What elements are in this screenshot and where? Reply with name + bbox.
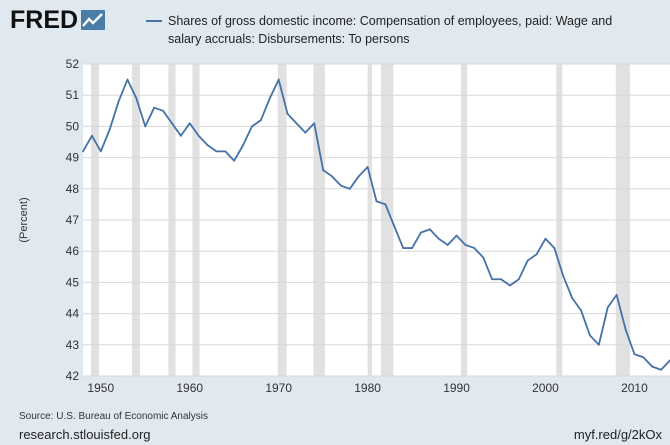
y-tick-label: 43	[66, 338, 80, 352]
data-point	[517, 278, 520, 281]
data-point	[99, 150, 102, 153]
data-point	[633, 353, 636, 356]
data-point	[651, 365, 654, 368]
data-point	[153, 106, 156, 109]
x-tick-label: 1960	[176, 381, 203, 395]
data-point	[580, 309, 582, 312]
y-tick-label: 51	[66, 88, 80, 102]
data-point	[420, 231, 422, 234]
data-point	[411, 247, 413, 249]
data-point	[473, 247, 476, 249]
data-point	[277, 78, 280, 81]
data-point	[188, 122, 191, 125]
data-point	[135, 97, 138, 100]
data-point	[660, 368, 663, 371]
legend-swatch	[146, 20, 162, 22]
data-point	[322, 169, 325, 171]
data-point	[206, 144, 209, 147]
data-point	[286, 113, 289, 115]
gridlines	[83, 63, 670, 377]
data-point	[162, 109, 164, 112]
data-point	[571, 297, 574, 299]
y-axis-tick-labels: 42 43 44 45 46 47 48 49 50 51 52	[66, 57, 80, 383]
data-point	[509, 284, 511, 287]
data-point	[375, 200, 378, 203]
data-point	[393, 225, 396, 228]
data-point	[331, 175, 333, 178]
data-point	[535, 253, 538, 256]
research-url-link[interactable]: research.stlouisfed.org	[19, 427, 151, 442]
data-point	[482, 256, 485, 259]
data-point	[126, 78, 129, 81]
x-tick-label: 1990	[443, 381, 470, 395]
data-point	[491, 278, 494, 281]
series-layer	[82, 78, 670, 371]
data-point	[500, 278, 502, 281]
data-point	[428, 228, 431, 231]
data-point	[589, 334, 591, 337]
data-point	[402, 247, 405, 249]
data-point	[437, 237, 440, 240]
data-point	[313, 122, 316, 125]
x-tick-label: 1950	[87, 381, 114, 395]
data-point	[197, 134, 200, 137]
data-point	[242, 144, 244, 147]
data-point	[224, 150, 227, 153]
data-point	[233, 159, 236, 162]
data-point	[642, 356, 645, 359]
data-point	[144, 125, 147, 128]
line-chart-icon	[81, 10, 106, 30]
y-tick-label: 48	[66, 182, 80, 196]
x-tick-label: 2010	[621, 381, 648, 395]
data-point	[304, 131, 307, 134]
x-tick-label: 1970	[265, 381, 292, 395]
data-point	[215, 150, 218, 153]
y-tick-label: 50	[66, 119, 80, 133]
data-point	[90, 134, 93, 137]
data-point	[553, 247, 556, 249]
y-tick-label: 49	[66, 151, 80, 165]
logo-text: FRED	[10, 6, 79, 34]
data-point	[348, 187, 351, 190]
data-point	[259, 119, 262, 122]
data-point	[597, 343, 600, 346]
data-point	[340, 184, 342, 187]
data-point	[615, 293, 618, 296]
y-axis-label: (Percent)	[18, 197, 30, 242]
data-point	[606, 306, 609, 309]
data-point	[544, 237, 547, 240]
data-point	[562, 275, 565, 278]
y-tick-label: 52	[66, 57, 80, 71]
y-tick-label: 47	[66, 213, 80, 227]
data-point	[268, 97, 271, 100]
y-tick-label: 42	[66, 369, 80, 383]
y-tick-label: 45	[66, 275, 80, 289]
data-point	[108, 128, 111, 131]
data-point	[366, 166, 369, 168]
data-point	[117, 100, 120, 103]
fred-logo[interactable]: FRED	[10, 6, 106, 34]
short-url-link[interactable]: myf.red/g/2kOx	[573, 427, 662, 442]
y-tick-label: 46	[66, 244, 80, 258]
data-point	[624, 328, 627, 331]
data-point	[464, 244, 467, 246]
data-point	[171, 122, 173, 125]
data-point	[384, 203, 387, 206]
x-tick-label: 1980	[354, 381, 381, 395]
data-point	[357, 175, 360, 178]
data-point	[295, 122, 298, 125]
data-point	[251, 125, 253, 128]
y-tick-label: 44	[66, 307, 80, 321]
x-tick-label: 2000	[532, 381, 559, 395]
data-point	[446, 244, 449, 246]
data-point	[82, 150, 84, 153]
legend-label: Shares of gross domestic income: Compens…	[168, 14, 613, 46]
data-point	[455, 234, 458, 237]
x-axis-tick-labels: 1950 1960 1970 1980 1990 2000 2010	[87, 381, 648, 395]
chart-legend: Shares of gross domestic income: Compens…	[146, 12, 646, 48]
data-point	[179, 134, 182, 137]
source-note: Source: U.S. Bureau of Economic Analysis	[19, 411, 208, 422]
data-point	[526, 259, 529, 262]
